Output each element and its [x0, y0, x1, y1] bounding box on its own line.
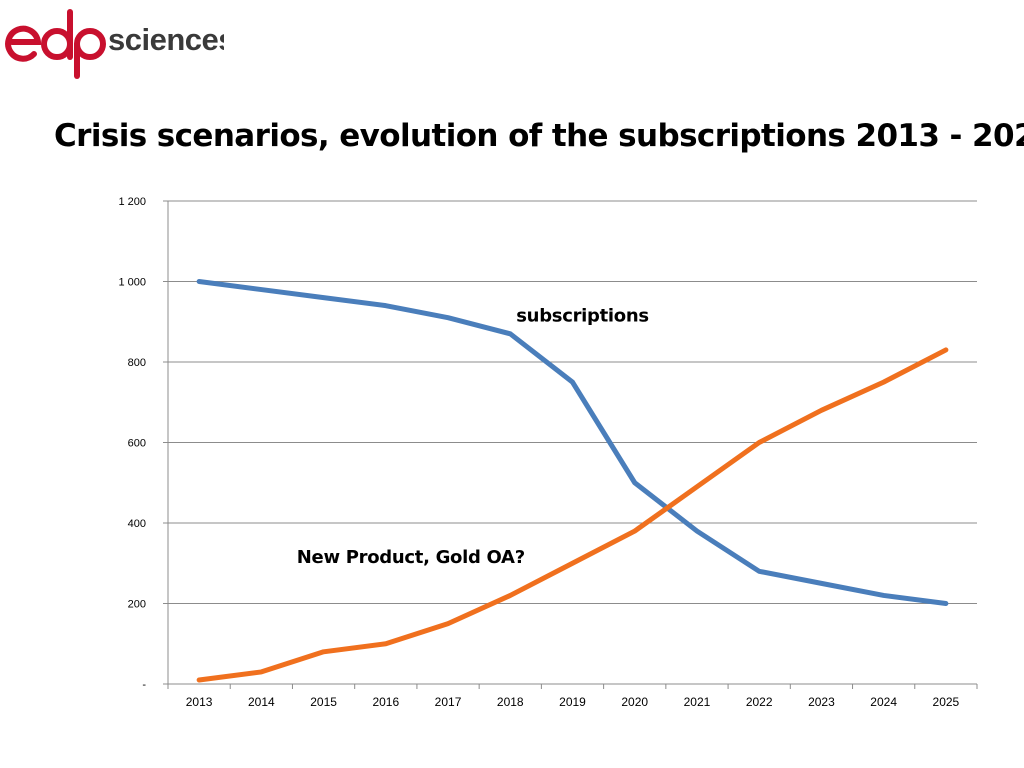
x-tick-label: 2016	[372, 695, 399, 709]
series-line-new-product	[196, 347, 949, 683]
chart-annotation-label: subscriptions	[516, 306, 649, 327]
x-tick-label: 2023	[808, 695, 835, 709]
slide-title: Crisis scenarios, evolution of the subsc…	[54, 118, 1024, 154]
edp-logo-mark	[5, 9, 106, 79]
y-tick-label: 200	[128, 599, 146, 611]
x-tick-label: 2017	[435, 695, 462, 709]
chart-axes	[163, 200, 978, 689]
x-tick-label: 2015	[310, 695, 337, 709]
chart-annotation-label: New Product, Gold OA?	[297, 547, 525, 568]
x-tick-label: 2025	[933, 695, 960, 709]
x-tick-label: 2021	[684, 695, 711, 709]
y-tick-label: -	[142, 679, 146, 691]
x-tick-label: 2018	[497, 695, 524, 709]
x-tick-label: 2020	[621, 695, 648, 709]
y-tick-label: 1 000	[118, 277, 146, 289]
chart-gridlines	[168, 200, 977, 604]
y-tick-label: 400	[128, 518, 146, 530]
x-tick-label: 2024	[870, 695, 897, 709]
x-tick-label: 2014	[248, 695, 275, 709]
x-axis-tick-labels: 2013 2014 2015 2016 2017 2018 2019 2020 2021 2022…	[186, 695, 960, 709]
y-tick-label: 600	[128, 438, 146, 450]
x-tick-label: 2022	[746, 695, 773, 709]
logo-wordmark-text: sciences	[108, 22, 224, 57]
chart-series	[196, 279, 949, 683]
x-tick-label: 2019	[559, 695, 586, 709]
edp-sciences-logo: sciences	[5, 9, 224, 79]
y-tick-label: 1 200	[118, 196, 146, 208]
chart-annotations: subscriptions New Product, Gold OA?	[297, 306, 649, 569]
y-tick-label: 800	[128, 357, 146, 369]
x-tick-label: 2013	[186, 695, 213, 709]
y-axis-tick-labels: - 200 400 600 800 1 000 1 200	[118, 196, 146, 691]
series-line-subscriptions	[196, 279, 949, 606]
